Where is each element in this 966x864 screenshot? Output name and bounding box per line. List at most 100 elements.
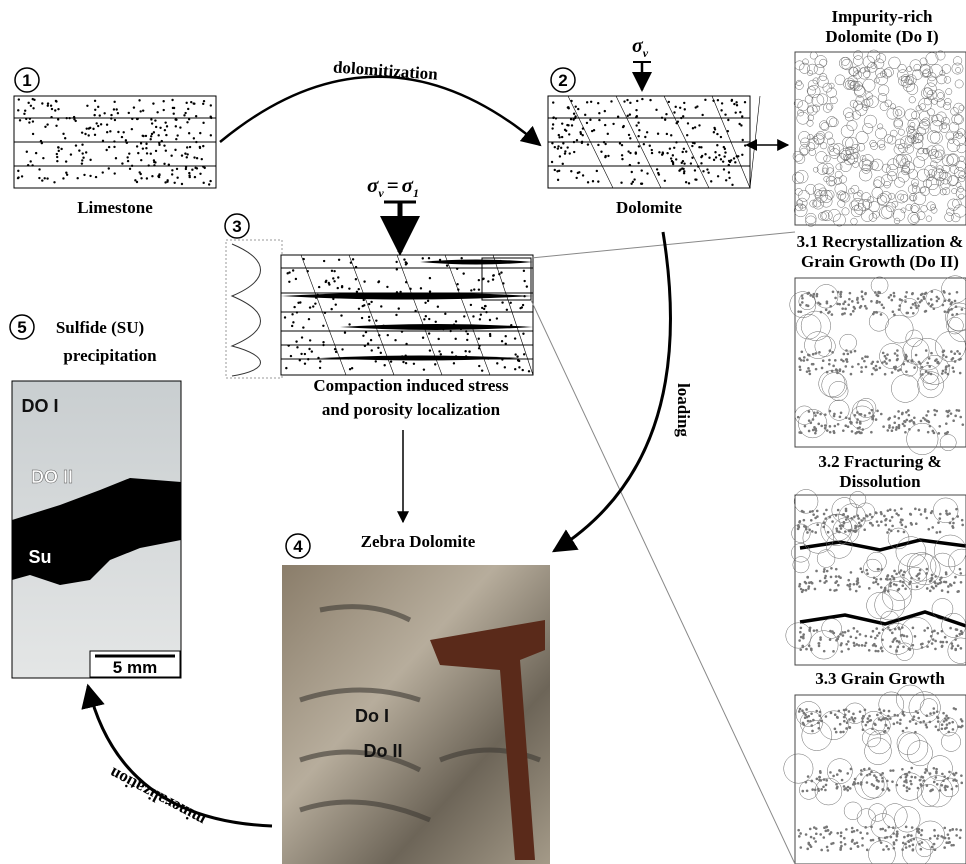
impurity (904, 587, 907, 590)
impurity (840, 358, 843, 361)
impurity (868, 412, 871, 415)
impurity (844, 843, 847, 846)
impurity (827, 849, 830, 852)
impurity (912, 312, 915, 315)
impurity (956, 291, 959, 294)
grain-dot (208, 183, 210, 185)
grain-dot (691, 157, 693, 159)
grain-dot (122, 131, 124, 133)
grain-dot (457, 288, 459, 290)
grain-dot (128, 112, 130, 114)
grain-dot (501, 301, 503, 303)
impurity (845, 828, 848, 831)
grain-dot (30, 105, 32, 107)
impurity (808, 528, 811, 531)
grain-dot (57, 146, 59, 148)
impurity (903, 714, 906, 717)
grain-dot (173, 113, 175, 115)
grain-dot (664, 119, 666, 121)
grain-dot (138, 171, 140, 173)
grain-dot (196, 157, 198, 159)
impurity (797, 416, 800, 419)
grain-dot (621, 158, 623, 160)
impurity (820, 788, 823, 791)
grain-dot (302, 258, 304, 260)
grain-dot (115, 108, 117, 110)
impurity (933, 829, 936, 832)
grain-dot (723, 168, 725, 170)
impurity (884, 730, 887, 733)
grain-dot (363, 304, 365, 306)
photo-label: Do I (355, 706, 389, 726)
impurity (857, 363, 860, 366)
impurity (883, 718, 886, 721)
impurity (959, 829, 962, 832)
impurity (934, 776, 937, 779)
impurity (848, 718, 851, 721)
impurity (799, 832, 802, 835)
impurity (908, 771, 911, 774)
grain-dot (17, 109, 19, 111)
impurity (961, 308, 964, 311)
impurity (925, 349, 928, 352)
impurity (912, 421, 915, 424)
grain-dot (44, 177, 46, 179)
impurity (947, 373, 950, 376)
grain-dot (378, 334, 380, 336)
impurity (952, 522, 955, 525)
impurity (910, 767, 913, 770)
impurity (896, 784, 899, 787)
impurity (850, 768, 853, 771)
impurity (895, 426, 898, 429)
impurity (811, 530, 814, 533)
grain-dot (191, 168, 193, 170)
impurity (801, 645, 804, 648)
impurity (907, 409, 910, 412)
step-number: 2 (558, 71, 567, 90)
grain-dot (564, 152, 566, 154)
impurity (946, 723, 949, 726)
impurity (874, 723, 877, 726)
grain-dot (108, 146, 110, 148)
grain-dot (500, 271, 502, 273)
impurity (799, 631, 802, 634)
impurity (921, 642, 924, 645)
grain-dot (337, 287, 339, 289)
grain-dot (176, 168, 178, 170)
grain-dot (733, 157, 735, 159)
impurity (880, 578, 883, 581)
impurity (836, 716, 839, 719)
impurity (886, 575, 889, 578)
grain-dot (42, 157, 44, 159)
grain-dot (714, 151, 716, 153)
impurity (896, 714, 899, 717)
grain-dot (322, 344, 324, 346)
grain-dot (721, 102, 723, 104)
impurity (902, 581, 905, 584)
impurity (926, 784, 929, 787)
impurity (904, 843, 907, 846)
grain-dot (140, 177, 142, 179)
grain-dot (186, 146, 188, 148)
grain-dot (688, 182, 690, 184)
grain-dot (299, 301, 301, 303)
grain-dot (309, 339, 311, 341)
impurity (899, 521, 902, 524)
impurity (824, 413, 827, 416)
grain-dot (670, 157, 672, 159)
grain-dot (739, 111, 741, 113)
impurity (807, 367, 810, 370)
grain-dot (152, 102, 154, 104)
grain-dot (25, 118, 27, 120)
impurity (805, 304, 808, 307)
impurity (905, 727, 908, 730)
impurity (807, 354, 810, 357)
impurity (800, 310, 803, 313)
impurity (883, 515, 886, 518)
impurity (950, 412, 953, 415)
grain-dot (478, 338, 480, 340)
grain-dot (473, 288, 475, 290)
impurity (875, 301, 878, 304)
grain-dot (629, 102, 631, 104)
impurity (912, 644, 915, 647)
